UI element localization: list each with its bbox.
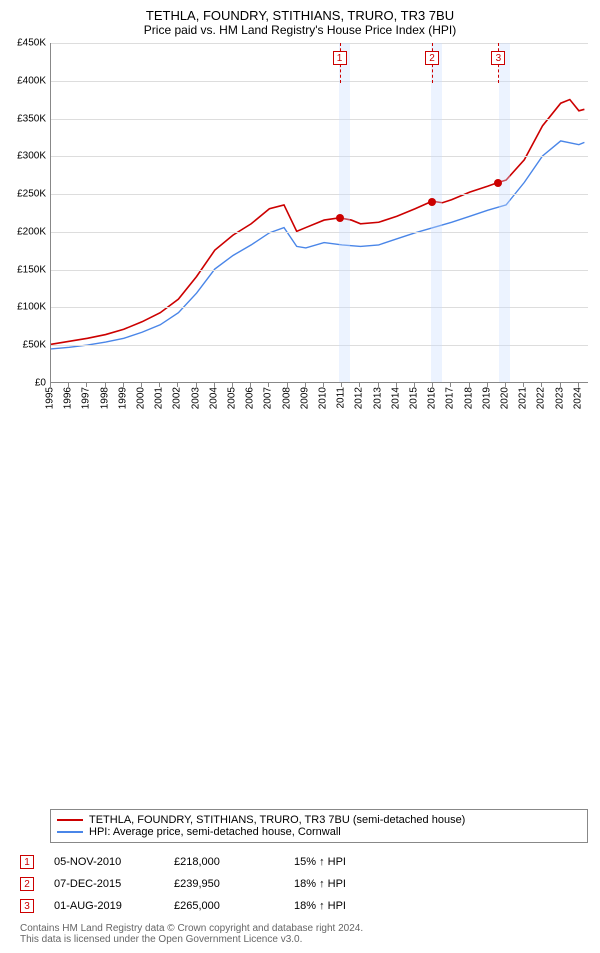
attribution-footer: Contains HM Land Registry data © Crown c…	[20, 923, 592, 945]
y-tick-label: £150K	[17, 264, 46, 275]
x-tick-label: 2017	[445, 387, 456, 409]
callout-marker: 1	[333, 51, 347, 65]
sale-date: 07-DEC-2015	[54, 878, 154, 890]
sale-dot	[494, 179, 502, 187]
sale-delta: 15% ↑ HPI	[294, 856, 394, 868]
y-tick-label: £350K	[17, 113, 46, 124]
callout-marker: 3	[491, 51, 505, 65]
price-chart: £0£50K£100K£150K£200K£250K£300K£350K£400…	[8, 43, 592, 423]
footer-line: This data is licensed under the Open Gov…	[20, 934, 592, 945]
legend-item: HPI: Average price, semi-detached house,…	[57, 826, 581, 838]
y-tick-label: £100K	[17, 302, 46, 313]
sale-dot	[336, 214, 344, 222]
x-tick-label: 2023	[554, 387, 565, 409]
x-tick-label: 2022	[536, 387, 547, 409]
x-tick-label: 2020	[500, 387, 511, 409]
x-tick-label: 2010	[318, 387, 329, 409]
x-tick-label: 2016	[427, 387, 438, 409]
x-tick-label: 2013	[372, 387, 383, 409]
x-tick-label: 2007	[263, 387, 274, 409]
sale-marker: 1	[20, 855, 34, 869]
x-tick-label: 2015	[409, 387, 420, 409]
x-tick-label: 2005	[227, 387, 238, 409]
sale-price: £265,000	[174, 900, 274, 912]
shaded-region	[431, 43, 442, 382]
sale-date: 05-NOV-2010	[54, 856, 154, 868]
x-tick-label: 2004	[208, 387, 219, 409]
x-tick-label: 2012	[354, 387, 365, 409]
legend-swatch	[57, 819, 83, 821]
sale-marker: 3	[20, 899, 34, 913]
x-tick-label: 1998	[99, 387, 110, 409]
x-tick-label: 2006	[245, 387, 256, 409]
y-tick-label: £250K	[17, 189, 46, 200]
sale-row: 2 07-DEC-2015 £239,950 18% ↑ HPI	[20, 873, 592, 895]
y-axis: £0£50K£100K£150K£200K£250K£300K£350K£400…	[8, 43, 48, 383]
sale-date: 01-AUG-2019	[54, 900, 154, 912]
shaded-region	[339, 43, 350, 382]
footer-line: Contains HM Land Registry data © Crown c…	[20, 923, 592, 934]
shaded-region	[499, 43, 510, 382]
y-tick-label: £50K	[23, 340, 46, 351]
y-tick-label: £200K	[17, 226, 46, 237]
x-tick-label: 2009	[299, 387, 310, 409]
x-tick-label: 2021	[518, 387, 529, 409]
x-tick-label: 2000	[136, 387, 147, 409]
sale-row: 3 01-AUG-2019 £265,000 18% ↑ HPI	[20, 895, 592, 917]
legend-label: HPI: Average price, semi-detached house,…	[89, 826, 341, 838]
y-tick-label: £400K	[17, 75, 46, 86]
x-tick-label: 1997	[81, 387, 92, 409]
y-tick-label: £300K	[17, 151, 46, 162]
sale-delta: 18% ↑ HPI	[294, 878, 394, 890]
page-title: TETHLA, FOUNDRY, STITHIANS, TRURO, TR3 7…	[8, 8, 592, 23]
plot-area: 1 2 3	[50, 43, 588, 383]
page-subtitle: Price paid vs. HM Land Registry's House …	[8, 23, 592, 37]
x-tick-label: 2002	[172, 387, 183, 409]
x-tick-label: 1999	[117, 387, 128, 409]
sale-delta: 18% ↑ HPI	[294, 900, 394, 912]
x-tick-label: 2008	[281, 387, 292, 409]
x-tick-label: 2024	[572, 387, 583, 409]
x-tick-label: 1995	[45, 387, 56, 409]
x-axis: 1995199619971998199920002001200220032004…	[50, 383, 588, 423]
sale-dot	[428, 198, 436, 206]
legend-label: TETHLA, FOUNDRY, STITHIANS, TRURO, TR3 7…	[89, 814, 465, 826]
sale-marker: 2	[20, 877, 34, 891]
x-tick-label: 2011	[336, 387, 347, 409]
sales-table: 1 05-NOV-2010 £218,000 15% ↑ HPI 2 07-DEC-201…	[20, 851, 592, 917]
x-tick-label: 2001	[154, 387, 165, 409]
x-tick-label: 1996	[63, 387, 74, 409]
sale-row: 1 05-NOV-2010 £218,000 15% ↑ HPI	[20, 851, 592, 873]
legend-item: TETHLA, FOUNDRY, STITHIANS, TRURO, TR3 7…	[57, 814, 581, 826]
x-tick-label: 2003	[190, 387, 201, 409]
x-tick-label: 2019	[481, 387, 492, 409]
y-tick-label: £450K	[17, 38, 46, 49]
x-tick-label: 2018	[463, 387, 474, 409]
callout-marker: 2	[425, 51, 439, 65]
sale-price: £239,950	[174, 878, 274, 890]
legend-swatch	[57, 831, 83, 833]
sale-price: £218,000	[174, 856, 274, 868]
chart-legend: TETHLA, FOUNDRY, STITHIANS, TRURO, TR3 7…	[50, 809, 588, 843]
x-tick-label: 2014	[390, 387, 401, 409]
